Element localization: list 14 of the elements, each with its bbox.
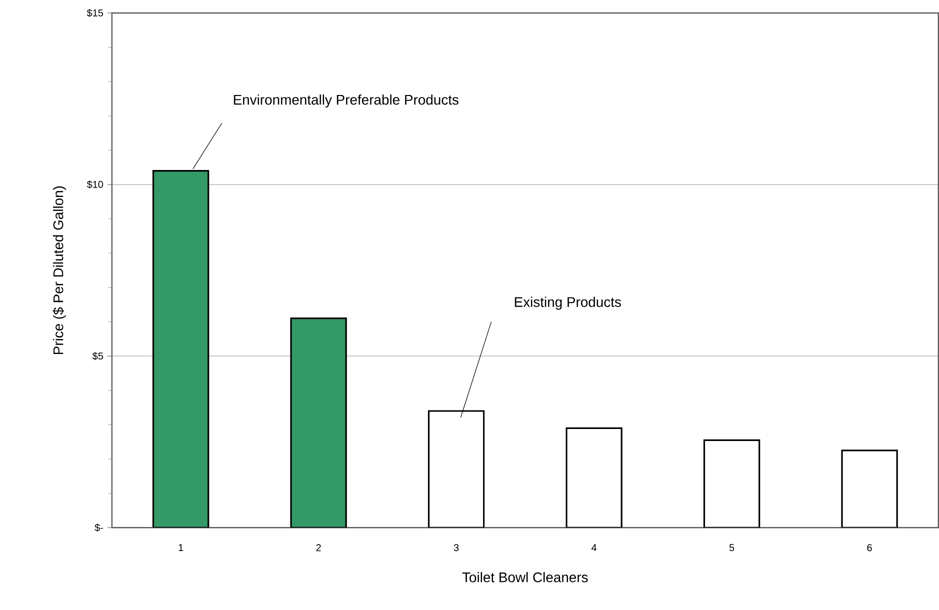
x-axis-title: Toilet Bowl Cleaners bbox=[462, 572, 588, 582]
x-tick-label: 4 bbox=[592, 544, 597, 552]
y-tick-label: $10 bbox=[86, 180, 104, 189]
x-tick-label: 3 bbox=[454, 544, 459, 552]
annotation: Existing Products bbox=[514, 296, 621, 310]
x-tick-label: 5 bbox=[729, 544, 734, 552]
y-tick-label: $5 bbox=[92, 352, 103, 360]
x-tick-label: 1 bbox=[178, 544, 184, 552]
y-tick-label: $- bbox=[94, 524, 103, 532]
x-tick-label: 2 bbox=[316, 544, 321, 552]
y-tick-label: $15 bbox=[86, 9, 103, 18]
x-tick-label: 6 bbox=[867, 544, 872, 552]
annotation: Environmentally Preferable Products bbox=[234, 94, 458, 108]
y-axis-title: Price ($ Per Diluted Gallon) bbox=[52, 186, 66, 354]
